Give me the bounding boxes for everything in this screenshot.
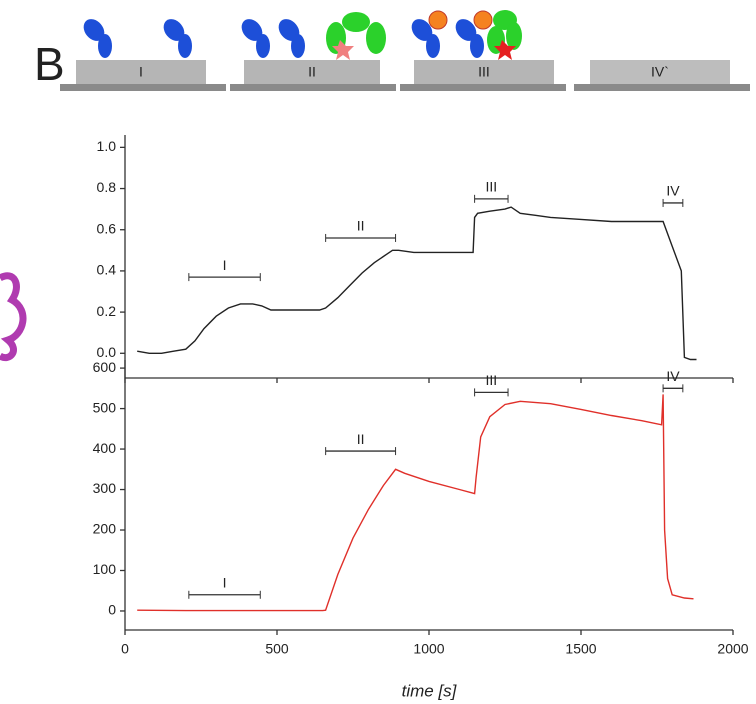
schematic-label: IV` [651, 64, 669, 80]
trace [137, 206, 697, 361]
y-tick-label: 400 [93, 440, 117, 456]
y-tick-label: 0 [108, 602, 116, 618]
surface [590, 60, 730, 86]
analyte [428, 10, 448, 30]
substrate [60, 84, 226, 91]
surface [76, 60, 206, 86]
x-tick-label: 0 [121, 641, 129, 657]
antibodies [83, 19, 484, 58]
y-tick-label: 0.8 [97, 179, 117, 195]
schematic-label: III [478, 64, 490, 80]
bracket-label: I [223, 574, 227, 590]
substrate [400, 84, 566, 91]
bracket-label: II [357, 218, 365, 234]
trace [137, 394, 694, 612]
bracket-label: III [485, 179, 497, 195]
substrate [230, 84, 396, 91]
ligand [494, 40, 516, 60]
analyte [473, 10, 493, 30]
surface [414, 60, 554, 86]
x-tick-label: 1500 [565, 641, 596, 657]
schematic-label: II [308, 64, 316, 80]
panel-label: B [34, 38, 65, 90]
x-axis-title: time [s] [402, 681, 458, 700]
y-tick-label: 0.0 [97, 344, 117, 360]
y-tick-label: 1.0 [97, 138, 117, 154]
ligand [332, 40, 354, 60]
schematic-label: I [139, 64, 143, 80]
bracket-label: I [223, 257, 227, 273]
y-tick-label: 500 [93, 399, 117, 415]
protein-structure [0, 272, 27, 361]
y-tick-label: 0.2 [97, 303, 117, 319]
substrate [574, 84, 750, 91]
schematic: B I II III IV` [0, 10, 750, 361]
y-tick-label: 300 [93, 480, 117, 496]
bracket-label: IV [666, 183, 680, 199]
bracket-label: IV [666, 368, 680, 384]
x-tick-label: 1000 [413, 641, 444, 657]
y-tick-label: 200 [93, 521, 117, 537]
y-tick-label: 100 [93, 561, 117, 577]
bracket-label: III [485, 372, 497, 388]
y-tick-label: 600 [93, 359, 117, 375]
bracket-label: II [357, 431, 365, 447]
x-tick-label: 2000 [717, 641, 748, 657]
y-tick-label: 0.6 [97, 220, 117, 236]
x-tick-label: 500 [265, 641, 289, 657]
surface [244, 60, 380, 86]
y-tick-label: 0.4 [97, 262, 117, 278]
